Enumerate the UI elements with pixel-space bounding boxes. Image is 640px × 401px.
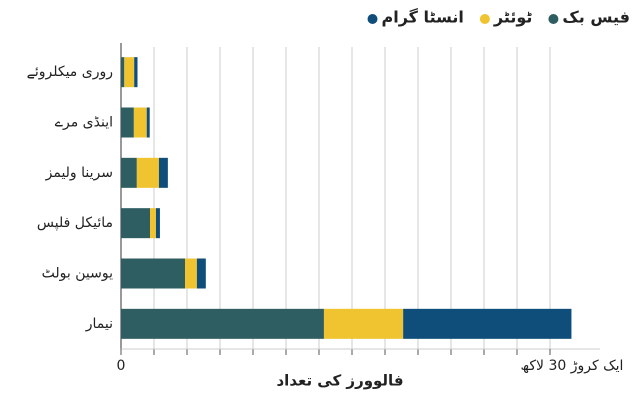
category-label: اینڈی مرے xyxy=(55,115,113,131)
category-label: مائیکل فلپس xyxy=(37,215,113,231)
bar-segment xyxy=(185,258,197,289)
legend-marker xyxy=(548,14,559,24)
category-label: یوسین بولٹ xyxy=(42,266,113,282)
x-tick-label: 0 xyxy=(117,358,126,374)
bar-segment xyxy=(196,258,206,289)
bar-segment xyxy=(136,157,159,188)
bar-segment xyxy=(121,258,186,289)
bar-segment xyxy=(323,308,404,339)
legend-label: ٹوئٹر xyxy=(493,8,533,27)
category-label: نیمار xyxy=(85,316,113,332)
bar-segment xyxy=(121,57,125,88)
legend-label: فیس بک xyxy=(562,8,630,27)
legend-label: انسٹا گرام xyxy=(382,8,464,27)
legend-marker xyxy=(479,14,490,24)
legend-marker xyxy=(367,14,378,24)
bar-segment xyxy=(121,107,134,138)
bar-segment xyxy=(150,208,156,239)
bar-segment xyxy=(134,57,138,88)
bar-segment xyxy=(133,107,147,138)
x-tick-label: ایک کروڑ 30 لاکھ xyxy=(521,358,624,374)
bar-segment xyxy=(155,208,160,239)
bar-segment xyxy=(121,208,151,239)
category-label: روری میکلروئے xyxy=(27,64,113,80)
bar-segment xyxy=(124,57,135,88)
bar-segment xyxy=(121,157,137,188)
bar-segment xyxy=(121,308,324,339)
bar-segment xyxy=(403,308,572,339)
bar-segment xyxy=(146,107,150,138)
x-axis-title: فالوورز کی تعداد xyxy=(276,372,403,390)
bar-segment xyxy=(158,157,168,188)
category-label: سرینا ولیمز xyxy=(45,165,113,181)
